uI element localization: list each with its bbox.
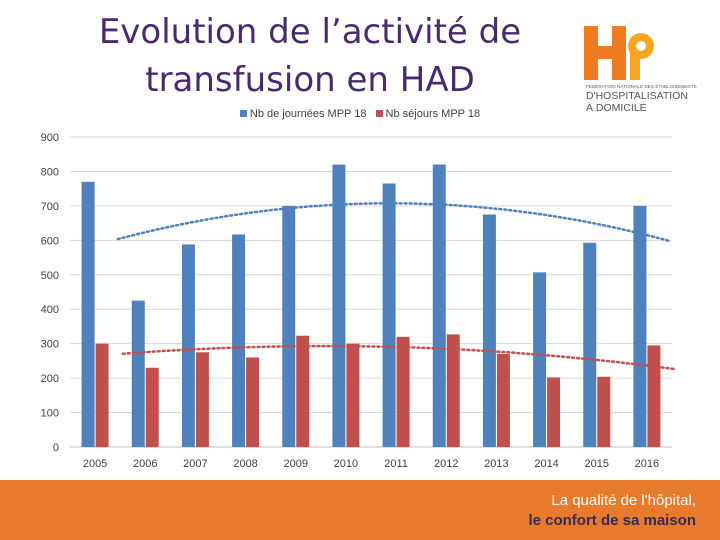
x-tick-label-2014: 2014 [534,458,558,470]
had-logo: FÉDÉRATION NATIONALE DES ÉTABLISSEMENTS … [584,26,697,120]
bar-sejours-2011 [396,336,410,447]
footer-tagline-2: le confort de sa maison [528,512,696,529]
bar-journees-2005 [81,181,95,447]
y-tick-label-700: 700 [41,201,59,213]
logo-line-2: D'HOSPITALISATION [586,90,688,102]
bar-journees-2009 [282,205,296,447]
bar-journees-2007 [181,244,195,447]
had-logo-mark [584,26,654,80]
y-tick-label-300: 300 [41,339,59,351]
legend-swatch-journees [239,110,247,117]
y-tick-label-500: 500 [41,270,59,282]
bar-journees-2015 [583,242,597,447]
bar-sejours-2015 [597,376,611,447]
bar-journees-2008 [232,234,246,447]
bar-sejours-2013 [496,354,510,447]
y-tick-label-200: 200 [41,373,59,385]
logo-line-1: FÉDÉRATION NATIONALE DES ÉTABLISSEMENTS [586,84,697,89]
bar-journees-2012 [432,164,446,448]
x-tick-label-2006: 2006 [133,458,157,470]
logo-line-3: À DOMICILE [586,102,647,114]
bar-journees-2010 [332,164,346,448]
y-tick-label-400: 400 [41,304,59,316]
chart-title: Evolution de l’activité de transfusion e… [98,12,522,100]
y-tick-label-800: 800 [41,166,59,178]
y-tick-label-900: 900 [41,132,59,144]
bar-sejours-2012 [446,334,460,447]
bar-journees-2011 [382,183,396,447]
y-tick-label-0: 0 [53,442,59,454]
bar-sejours-2007 [195,352,209,447]
bar-journees-2016 [633,205,647,447]
bar-chart: 0 100 200 300 400 500 600 700 800 900 2005 2006 2007… [41,132,676,470]
bar-sejours-2009 [296,335,310,447]
trendline-journees [116,202,671,243]
legend-label-sejours: Nb séjours MPP 18 [385,108,481,120]
x-tick-label-2007: 2007 [183,458,207,470]
chart-legend: Nb de journées MPP 18 Nb séjours MPP 18 [0,108,720,120]
trendline-sejours [121,344,676,371]
footer-banner: La qualité de l'hôpital, le confort de s… [0,480,720,540]
x-tick-label-2010: 2010 [334,458,358,470]
bar-journees-2006 [131,300,145,447]
bar-sejours-2010 [346,343,360,447]
bar-sejours-2014 [547,377,561,447]
bar-sejours-2006 [145,367,159,447]
bar-journees-2013 [482,214,496,447]
legend-item-sejours: Nb séjours MPP 18 [375,108,481,120]
x-tick-label-2015: 2015 [585,458,609,470]
bar-sejours-2005 [95,343,109,447]
x-tick-label-2012: 2012 [434,458,458,470]
x-tick-label-2009: 2009 [284,458,308,470]
legend-item-journees: Nb de journées MPP 18 [239,108,367,120]
x-tick-label-2005: 2005 [83,458,107,470]
x-tick-label-2013: 2013 [484,458,508,470]
legend-label-journees: Nb de journées MPP 18 [249,108,367,120]
bar-sejours-2016 [647,345,661,447]
y-tick-label-600: 600 [41,235,59,247]
x-tick-label-2008: 2008 [233,458,257,470]
x-tick-label-2011: 2011 [384,458,408,470]
bar-sejours-2008 [246,357,260,447]
legend-swatch-sejours [375,110,383,117]
footer-tagline-1: La qualité de l'hôpital, [551,492,696,509]
y-tick-label-100: 100 [41,408,59,420]
bar-journees-2014 [533,272,547,447]
x-tick-label-2016: 2016 [635,458,659,470]
